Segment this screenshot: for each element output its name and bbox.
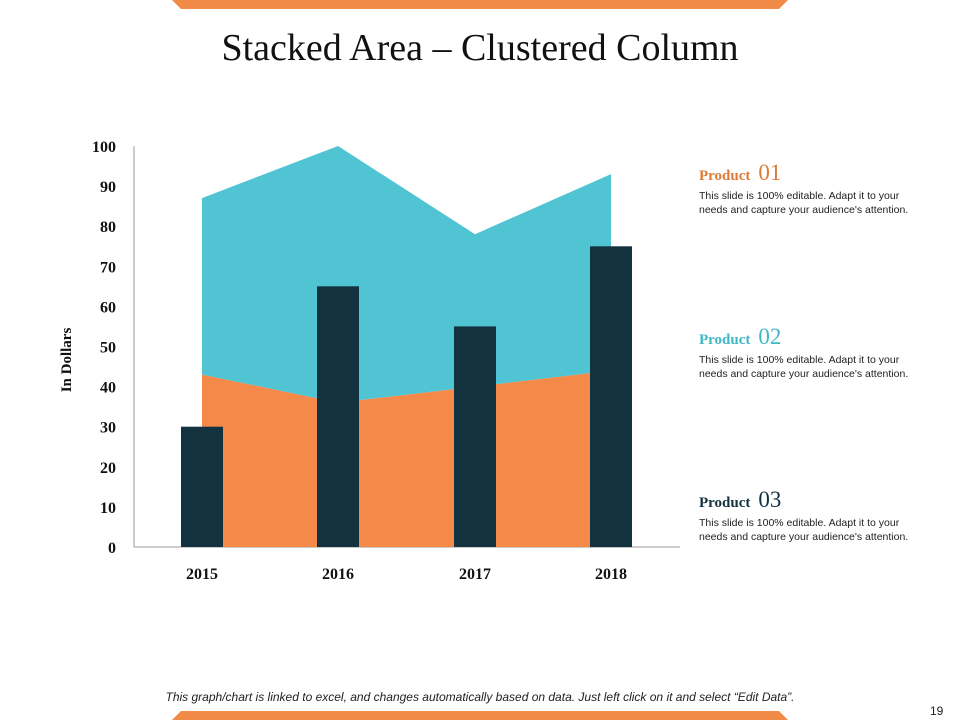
legend-product-02-description: This slide is 100% editable. Adapt it to… bbox=[699, 354, 909, 380]
y-axis-title: In Dollars bbox=[59, 328, 75, 393]
y-tick-label-50: 50 bbox=[100, 340, 116, 357]
y-tick-label-60: 60 bbox=[100, 299, 116, 316]
legend-product-02-word: Product bbox=[699, 332, 751, 348]
legend-product-01: Product 01 This slide is 100% editable. … bbox=[699, 160, 929, 217]
x-tick-labels: 2015 2016 2017 2018 bbox=[186, 566, 627, 583]
legend-product-02: Product 02 This slide is 100% editable. … bbox=[699, 324, 929, 381]
y-tick-label-70: 70 bbox=[100, 259, 116, 276]
column-bar-2016 bbox=[317, 286, 359, 547]
legend-product-01-word: Product bbox=[699, 168, 751, 184]
y-tick-label-0: 0 bbox=[108, 540, 116, 557]
column-bar-2018 bbox=[590, 246, 632, 548]
footer-note: This graph/chart is linked to excel, and… bbox=[165, 690, 795, 704]
legend-product-01-heading: Product 01 bbox=[699, 160, 929, 186]
area-2 bbox=[202, 146, 611, 403]
legend-product-03-description: This slide is 100% editable. Adapt it to… bbox=[699, 517, 909, 543]
column-bar-2017 bbox=[454, 326, 496, 547]
x-tick-label-2018: 2018 bbox=[595, 566, 627, 583]
top-accent-bar bbox=[172, 0, 788, 9]
page-number: 19 bbox=[930, 704, 944, 718]
x-tick-label-2017: 2017 bbox=[459, 566, 491, 583]
legend-product-02-number: 02 bbox=[758, 324, 782, 349]
legend-product-02-heading: Product 02 bbox=[699, 324, 929, 350]
y-tick-label-80: 80 bbox=[100, 219, 116, 236]
column-series bbox=[181, 246, 632, 548]
y-tick-labels: 0 10 20 30 40 50 60 70 80 90 100 bbox=[92, 139, 116, 557]
area-series bbox=[202, 146, 611, 547]
legend-product-01-number: 01 bbox=[758, 160, 782, 185]
y-tick-label-100: 100 bbox=[92, 139, 116, 156]
y-tick-label-10: 10 bbox=[100, 500, 116, 517]
legend-product-03-word: Product bbox=[699, 495, 751, 511]
y-tick-label-40: 40 bbox=[100, 380, 116, 397]
column-bar-2015 bbox=[181, 426, 223, 547]
area-1 bbox=[202, 370, 611, 547]
legend-product-03-number: 03 bbox=[758, 487, 782, 512]
x-tick-label-2016: 2016 bbox=[322, 566, 354, 583]
y-tick-label-30: 30 bbox=[100, 420, 116, 437]
legend-product-03-heading: Product 03 bbox=[699, 487, 929, 513]
slide-title: Stacked Area – Clustered Column bbox=[221, 27, 739, 69]
y-tick-label-90: 90 bbox=[100, 179, 116, 196]
y-tick-label-20: 20 bbox=[100, 460, 116, 477]
x-tick-label-2015: 2015 bbox=[186, 566, 218, 583]
legend-product-01-description: This slide is 100% editable. Adapt it to… bbox=[699, 190, 909, 216]
bottom-accent-bar bbox=[172, 711, 788, 720]
legend-product-03: Product 03 This slide is 100% editable. … bbox=[699, 487, 929, 544]
